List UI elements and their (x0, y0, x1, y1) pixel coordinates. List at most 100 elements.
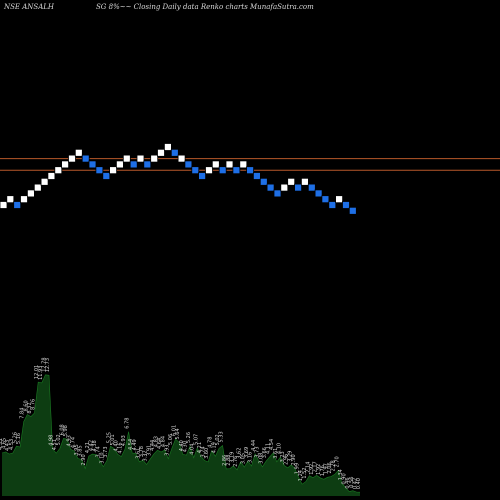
volume-label: 4.93 (67, 435, 73, 446)
volume-label: 0.42 (352, 478, 358, 489)
volume-label: 4.38 (92, 440, 98, 451)
renko-brick (314, 189, 323, 198)
volume-label: 3.62 (237, 448, 243, 459)
renko-brick (198, 172, 207, 180)
volume-label: 0.56 (349, 477, 355, 488)
volume-labels: 4.534.654.434.535.265.167.848.608.378.76… (0, 357, 362, 489)
volume-label: 4.74 (70, 437, 76, 448)
volume-label: 4.11 (266, 443, 272, 454)
volume-label: 4.40 (179, 440, 185, 451)
volume-label: 2.28 (331, 460, 337, 471)
volume-label: 5.01 (110, 434, 116, 445)
volume-label: 5.26 (13, 432, 19, 443)
volume-label: 2.76 (233, 456, 239, 467)
volume-label: 3.78 (139, 446, 145, 457)
volume-label: 12.78 (41, 357, 47, 371)
volume-label: 12.73 (45, 358, 51, 372)
volume-label: 4.40 (114, 440, 120, 451)
renko-brick (205, 166, 213, 175)
renko-brick (122, 154, 131, 163)
renko-brick (239, 160, 248, 169)
volume-label: 3.08 (258, 453, 264, 464)
volume-label: 4.44 (251, 440, 257, 451)
volume-label: 3.73 (103, 446, 109, 457)
renko-brick (6, 195, 15, 204)
volume-label: 3.73 (255, 446, 261, 457)
renko-brick (26, 189, 35, 198)
renko-brick (116, 160, 124, 169)
renko-brick (225, 160, 234, 169)
volume-area-fill (2, 374, 360, 496)
volume-label: 3.93 (164, 445, 170, 456)
volume-label: 3.16 (248, 452, 254, 463)
volume-label: 1.92 (316, 464, 322, 475)
volume-label: 5.06 (168, 434, 174, 445)
volume-label: 3.91 (146, 445, 152, 456)
volume-label: 0.40 (356, 478, 362, 489)
volume-label: 2.70 (334, 456, 340, 467)
volume-label: 4.21 (197, 442, 203, 453)
volume-label: 5.07 (193, 434, 199, 445)
volume-label: 5.64 (175, 428, 181, 439)
volume-label: 4.98 (49, 435, 55, 446)
renko-brick (40, 177, 49, 186)
volume-label: 3.10 (99, 452, 105, 463)
renko-brick (328, 201, 337, 209)
renko-brick (321, 195, 330, 204)
volume-label: 3.66 (262, 447, 268, 458)
renko-brick (287, 177, 296, 186)
renko-bricks (0, 143, 357, 215)
renko-brick (47, 172, 56, 180)
volume-label: 4.83 (154, 436, 160, 447)
renko-brick (136, 154, 145, 163)
volume-label: 3.74 (201, 446, 207, 457)
renko-brick (13, 201, 22, 209)
volume-label: 0.46 (345, 477, 351, 488)
volume-label: 4.84 (161, 436, 167, 447)
volume-label: 4.53 (0, 439, 4, 450)
volume-label: 4.42 (88, 440, 94, 451)
volume-label: 4.93 (121, 435, 127, 446)
volume-label: 6.08 (60, 424, 66, 435)
renko-brick (0, 201, 8, 209)
volume-label: 1.97 (324, 463, 330, 474)
volume-label: 8.37 (27, 402, 33, 413)
volume-label: 4.65 (2, 438, 8, 449)
renko-brick (109, 166, 117, 175)
renko-brick (102, 172, 111, 180)
renko-brick (74, 148, 83, 157)
volume-label: 3.74 (96, 446, 102, 457)
renko-brick (266, 183, 275, 192)
renko-brick (252, 172, 261, 180)
renko-brick (300, 177, 309, 186)
volume-label: 5.16 (16, 433, 22, 444)
volume-label: 4.49 (132, 439, 138, 450)
chart-header-right: SG 8%~~ Closing Daily data Renko charts … (96, 3, 314, 11)
volume-label: 4.19 (211, 442, 217, 453)
renko-brick (294, 183, 303, 192)
volume-label: 3.85 (78, 445, 84, 456)
renko-brick (163, 143, 172, 151)
volume-label: 2.86 (222, 455, 228, 466)
renko-brick (246, 166, 255, 175)
volume-label: 4.10 (276, 443, 282, 454)
renko-brick (184, 160, 193, 169)
volume-label: 2.90 (81, 454, 87, 465)
volume-label: 3.05 (240, 453, 246, 464)
renko-brick (335, 195, 344, 204)
renko-brick (342, 201, 350, 209)
volume-label: 4.64 (157, 438, 163, 449)
renko-brick (68, 154, 76, 163)
volume-label: 4.53 (9, 439, 15, 450)
renko-brick (177, 154, 186, 163)
volume-label: 2.14 (305, 462, 311, 473)
volume-label: 3.23 (280, 451, 286, 462)
renko-brick (218, 166, 227, 175)
volume-label: 3.61 (135, 448, 141, 459)
volume-label: 4.54 (269, 439, 275, 450)
volume-label: 4.16 (117, 442, 123, 453)
volume-label: 7.84 (20, 408, 26, 419)
volume-label: 0.90 (342, 473, 348, 484)
volume-label: 5.02 (56, 434, 62, 445)
